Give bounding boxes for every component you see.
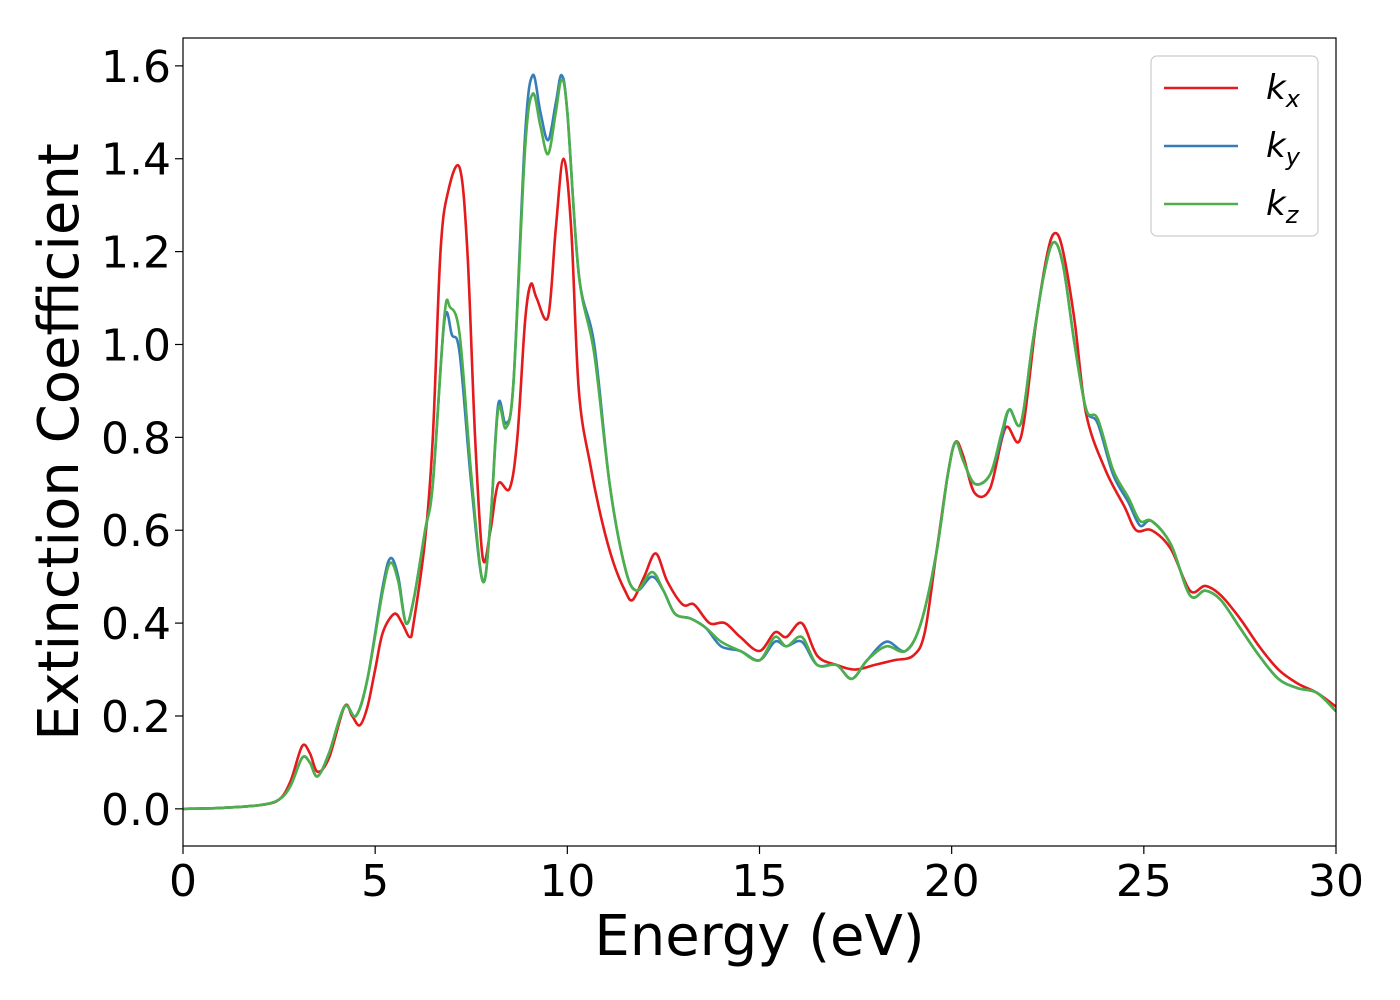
- x-tick-label: 10: [539, 856, 595, 907]
- legend-label-base: k: [1266, 126, 1287, 166]
- y-tick-label: 1.2: [101, 228, 171, 279]
- x-tick-label: 25: [1116, 856, 1172, 907]
- x-tick-label: 30: [1308, 856, 1364, 907]
- y-tick-label: 0.2: [101, 692, 171, 743]
- y-tick-label: 1.6: [101, 42, 171, 93]
- x-tick-label: 0: [169, 856, 197, 907]
- series-line-kz: [183, 78, 1336, 811]
- y-axis: 0.0 0.2 0.4 0.6 0.8 1.0 1.2 1.4 1.6: [101, 42, 183, 836]
- y-tick-label: 0.0: [101, 785, 171, 836]
- y-tick-label: 1.0: [101, 320, 171, 371]
- x-tick-label: 5: [361, 856, 389, 907]
- x-axis: 0 5 10 15 20 25 30: [169, 846, 1364, 907]
- legend-label-subscript: x: [1285, 85, 1301, 113]
- legend-label-base: k: [1266, 184, 1287, 224]
- y-axis-title: Extinction Coefficient: [27, 143, 92, 741]
- x-axis-title: Energy (eV): [594, 904, 924, 969]
- y-tick-label: 0.8: [101, 413, 171, 464]
- series-layer: [183, 73, 1336, 811]
- y-tick-label: 0.4: [101, 599, 171, 650]
- x-tick-label: 20: [924, 856, 980, 907]
- y-tick-label: 1.4: [101, 135, 171, 186]
- legend-label-kx: kx: [1266, 68, 1301, 113]
- y-tick-label: 0.6: [101, 506, 171, 557]
- legend-label-kz: kz: [1266, 184, 1300, 229]
- legend-label-subscript: z: [1285, 201, 1300, 229]
- legend-label-base: k: [1266, 68, 1287, 108]
- legend-label-ky: ky: [1266, 126, 1301, 171]
- series-line-kx: [183, 157, 1336, 811]
- x-tick-label: 15: [732, 856, 788, 907]
- legend-label-subscript: y: [1285, 143, 1301, 171]
